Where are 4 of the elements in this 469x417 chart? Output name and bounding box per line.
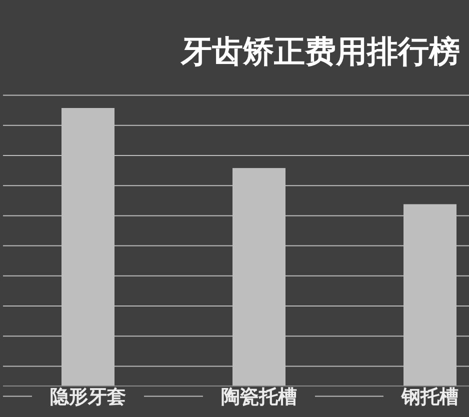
x-tick-label: 钢托槽 [400, 386, 458, 408]
chart-title: 牙齿矫正费用排行榜 [180, 34, 460, 70]
x-tick-label: 陶瓷托槽 [221, 386, 297, 408]
x-tick-label: 隐形牙套 [50, 386, 126, 408]
